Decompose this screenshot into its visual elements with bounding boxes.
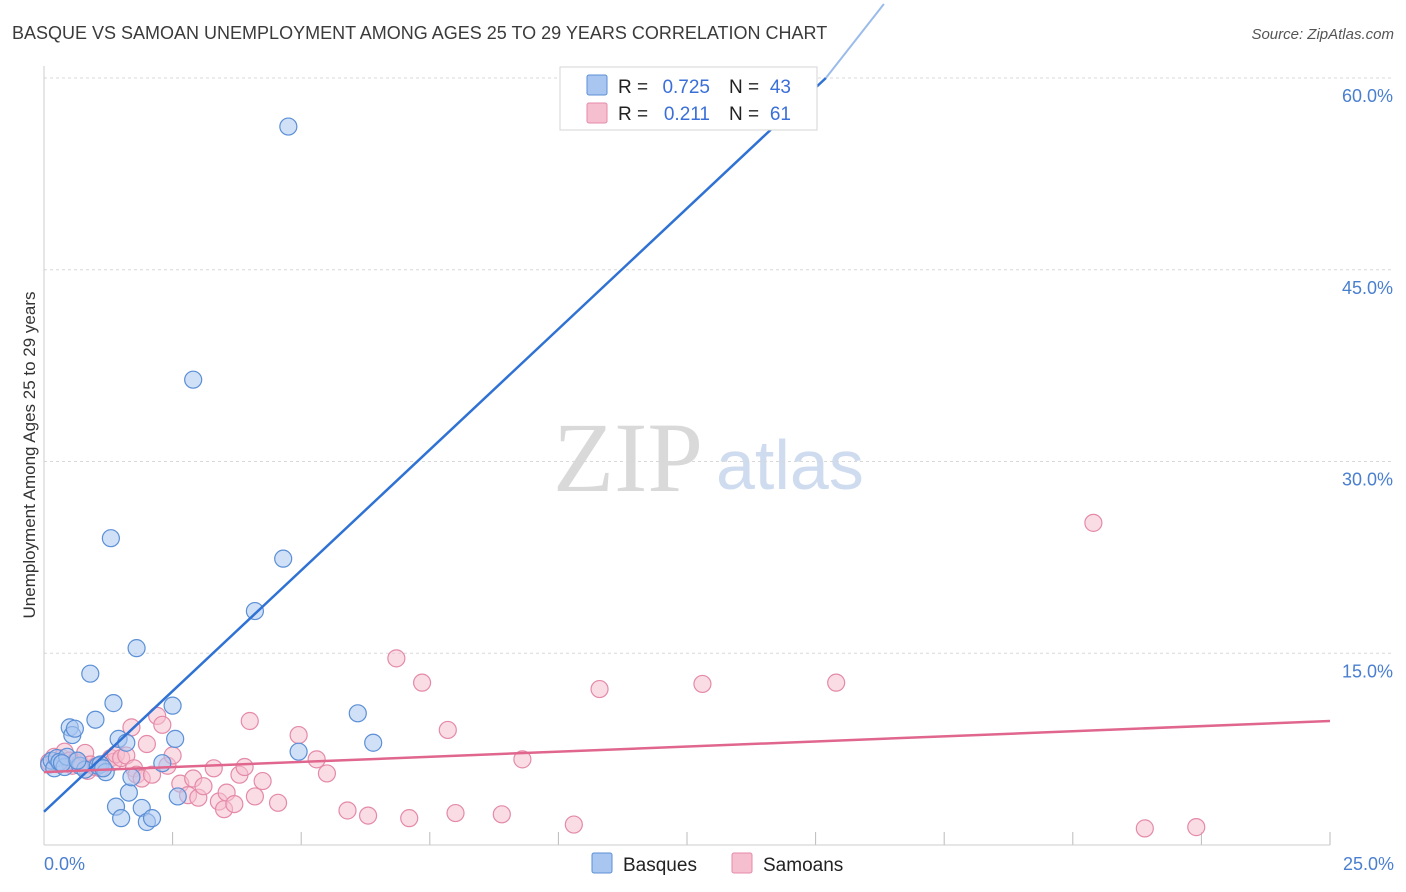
y-axis-label: Unemployment Among Ages 25 to 29 years [20, 292, 39, 619]
basques-point [274, 549, 293, 568]
samoans-point [1187, 818, 1206, 837]
legend-box: R = 0.725 N = 43 R = 0.211 N = 61 [559, 66, 818, 131]
samoans-point [438, 720, 457, 740]
samoans-point [1084, 513, 1103, 532]
basques-point [104, 694, 123, 713]
bottom-legend: Basques Samoans [591, 852, 843, 876]
bottom-legend-swatch-basques [591, 852, 613, 874]
samoans-point [142, 765, 162, 784]
basques-point [112, 809, 131, 828]
watermark-zip: ZIP [553, 402, 703, 513]
basques-point [122, 768, 141, 787]
basques-point [101, 529, 120, 548]
samoans-point [268, 793, 288, 812]
basques-point [166, 729, 185, 748]
samoans-point [235, 757, 254, 777]
samoans-point [137, 734, 156, 754]
legend-r-label: R = [618, 77, 648, 98]
watermark-atlas: atlas [716, 426, 864, 504]
samoans-point [1135, 819, 1154, 838]
x-tick-max: 25.0% [1343, 854, 1394, 874]
basques-point [127, 639, 146, 658]
samoans-trend-line [43, 719, 1331, 774]
samoans-point [317, 764, 337, 783]
legend-r-label: R = [618, 104, 648, 125]
samoans-point [358, 806, 378, 825]
legend-n-value-basques: 43 [770, 77, 791, 98]
legend-swatch-basques [586, 74, 608, 96]
x-tick-min: 0.0% [44, 854, 85, 874]
basques-point [245, 601, 265, 621]
legend-n-value-samoans: 61 [770, 104, 791, 125]
bottom-legend-swatch-samoans [731, 852, 753, 874]
samoans-point [194, 777, 213, 796]
legend-swatch-samoans [586, 102, 608, 124]
samoans-point [338, 801, 357, 820]
basques-point [153, 754, 172, 773]
basques-point [289, 742, 308, 761]
samoans-point [827, 673, 846, 692]
legend-r-value-basques: 0.725 [662, 77, 710, 98]
basques-point [119, 783, 138, 802]
samoans-point [307, 750, 326, 769]
samoans-point [400, 809, 419, 828]
axes: 15.0% 30.0% 45.0% 60.0% [43, 66, 1393, 846]
samoans-point [289, 725, 308, 745]
samoans-point [153, 715, 172, 734]
basques-point [184, 370, 203, 389]
basques-point [65, 719, 84, 738]
y-tick-label: 45.0% [1342, 278, 1393, 298]
samoans-point [225, 794, 244, 814]
basques-point [117, 733, 136, 752]
basques-point [364, 733, 383, 752]
grid [44, 77, 1392, 654]
basques-point [348, 704, 367, 723]
samoans-point [446, 803, 465, 823]
samoans-point [387, 649, 406, 668]
basques-point [168, 787, 187, 806]
basques-point [52, 754, 72, 773]
bottom-legend-samoans: Samoans [763, 855, 843, 876]
scatter-points [40, 117, 1206, 838]
basques-trend-line [43, 77, 827, 813]
basques-point [163, 696, 182, 715]
legend-r-value-samoans: 0.211 [664, 104, 710, 125]
y-tick-label: 30.0% [1342, 470, 1393, 490]
watermark: ZIP atlas [553, 402, 864, 513]
basques-trend-extension [825, 3, 885, 79]
samoans-point [240, 711, 259, 731]
samoans-point [513, 750, 532, 769]
basques-point [142, 809, 162, 828]
chart-title: BASQUE VS SAMOAN UNEMPLOYMENT AMONG AGES… [12, 23, 827, 43]
trend-lines [43, 3, 1331, 813]
y-tick-label: 15.0% [1342, 661, 1393, 681]
samoans-point [693, 674, 712, 694]
legend-n-label: N = [729, 104, 759, 125]
chart-source: Source: ZipAtlas.com [1251, 26, 1394, 43]
samoans-point [245, 787, 265, 806]
basques-point [279, 117, 298, 136]
legend-n-label: N = [729, 77, 759, 98]
samoans-point [204, 759, 223, 778]
samoans-point [412, 673, 432, 692]
samoans-point [564, 815, 583, 834]
basques-point [81, 664, 100, 683]
y-tick-label: 60.0% [1342, 86, 1393, 106]
basques-point [86, 710, 105, 729]
samoans-point [492, 805, 511, 824]
basques-point [68, 751, 87, 770]
bottom-legend-basques: Basques [623, 855, 697, 876]
samoans-point [590, 679, 609, 699]
samoans-point [253, 771, 272, 791]
